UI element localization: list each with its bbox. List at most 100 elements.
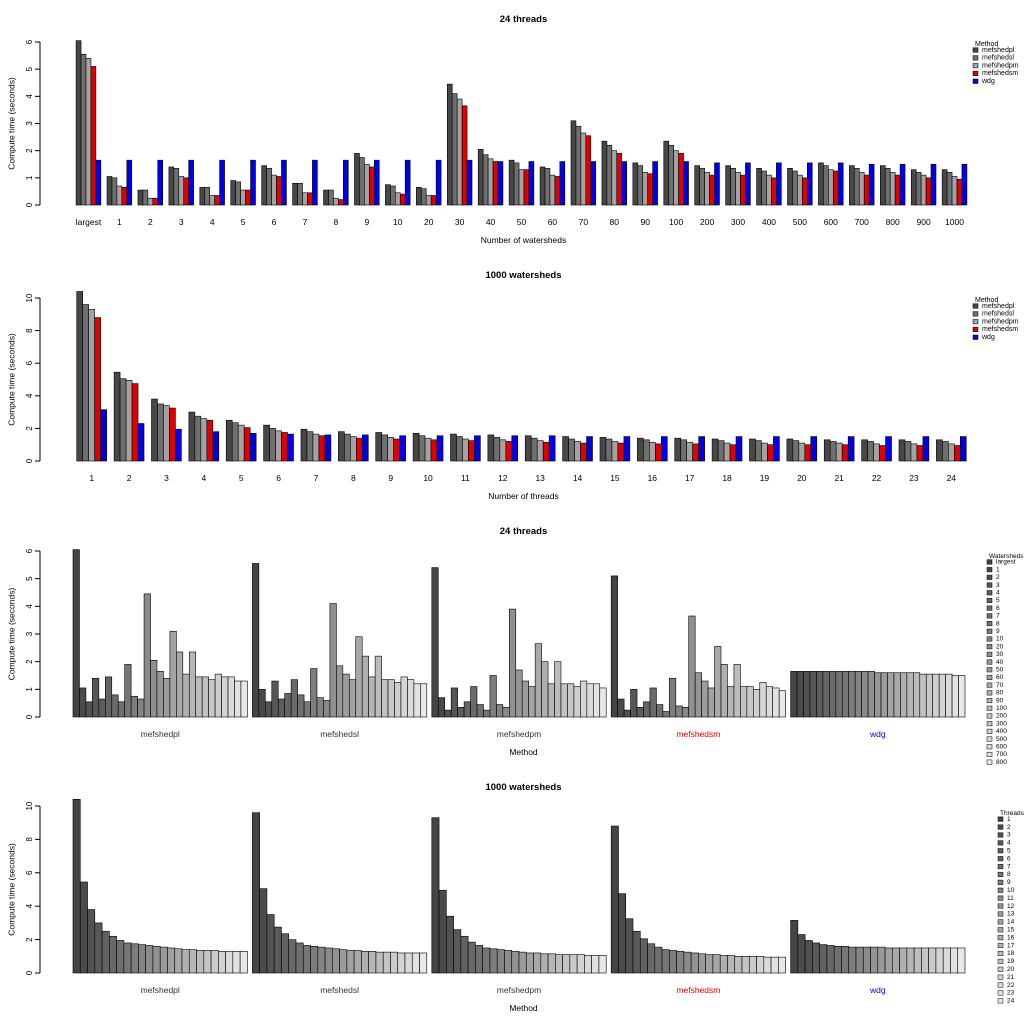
bar: [476, 704, 484, 718]
bar: [938, 673, 946, 718]
bar: [493, 437, 501, 462]
bar: [694, 165, 700, 206]
bar: [699, 168, 705, 206]
bar: [109, 935, 117, 974]
bar: [95, 159, 102, 206]
x-tick-label: 70: [579, 217, 589, 227]
x-tick-label: 10: [423, 473, 433, 483]
bar: [848, 671, 856, 718]
legend-label: 800: [996, 759, 1007, 766]
bar: [317, 946, 326, 974]
bar: [904, 441, 912, 462]
bar: [431, 817, 440, 974]
bar: [273, 926, 282, 974]
bar: [652, 161, 658, 206]
bar: [841, 671, 850, 718]
x-tick-label: 3: [179, 217, 184, 227]
y-tick-label: 10: [25, 293, 34, 302]
x-tick-label: 10: [393, 217, 403, 227]
y-tick-label: 3: [25, 121, 34, 126]
bar: [350, 436, 357, 462]
bar: [420, 188, 427, 206]
bar: [276, 176, 282, 206]
y-tick-label: 5: [25, 576, 34, 581]
x-tick-label: 60: [548, 217, 558, 227]
legend-label: 600: [996, 744, 1007, 751]
bar: [541, 661, 549, 718]
x-tick-label: 6: [272, 217, 277, 227]
bar: [385, 184, 391, 206]
bar: [411, 952, 420, 974]
bar: [756, 955, 765, 974]
x-tick-label: 9: [364, 217, 369, 227]
bar: [681, 707, 690, 718]
legend-swatch: [986, 567, 993, 573]
x-tick-label: 2: [127, 473, 132, 483]
bar: [167, 947, 176, 974]
bar: [616, 153, 623, 206]
x-tick-label: 30: [455, 217, 465, 227]
bar: [580, 132, 587, 206]
y-tick-label: 6: [25, 548, 34, 553]
bar: [281, 933, 290, 974]
legend-label: wdg: [981, 334, 995, 341]
legend-label: 23: [1007, 990, 1015, 997]
x-tick-label: 90: [640, 217, 650, 227]
legend-label: mefshedpl: [982, 47, 1015, 54]
x-tick-label: 8: [334, 217, 339, 227]
legend-label: 8: [996, 620, 1000, 627]
x-tick-label: mefshedsl: [320, 729, 359, 739]
bar: [906, 672, 914, 718]
bar: [568, 438, 575, 462]
x-tick-label: 1000: [945, 217, 964, 227]
legend-label: 13: [1007, 911, 1015, 918]
x-tick-label: 900: [917, 217, 931, 227]
bar: [819, 944, 828, 974]
x-tick-label: largest: [76, 217, 102, 227]
bar: [623, 436, 631, 462]
legend-swatch: [972, 319, 979, 325]
bar: [719, 955, 728, 974]
x-tick-label: 9: [388, 473, 393, 483]
bar: [354, 153, 360, 206]
bar: [528, 686, 536, 718]
legend-swatch: [986, 751, 993, 757]
bar: [219, 159, 225, 206]
x-tick-label: mefshedpl: [141, 729, 180, 739]
legend-swatch: [997, 824, 1004, 830]
bar: [482, 154, 489, 206]
bar: [456, 436, 463, 462]
bar: [932, 673, 940, 718]
bar: [958, 675, 966, 718]
bar: [355, 636, 363, 718]
legend-label: 9: [996, 628, 1000, 635]
bar: [212, 431, 220, 462]
bar: [889, 172, 896, 206]
bar: [450, 433, 457, 462]
bar: [654, 946, 663, 974]
bar: [404, 952, 413, 974]
legend-swatch: [997, 911, 1004, 917]
legend-label: 7: [1007, 863, 1011, 870]
bar: [199, 187, 206, 206]
bar: [504, 950, 513, 974]
bar: [835, 442, 843, 462]
bar: [833, 945, 842, 974]
bar: [826, 945, 835, 974]
legend-label: 5: [996, 597, 1000, 604]
x-tick-label: 3: [164, 473, 169, 483]
bar: [771, 177, 777, 206]
bar: [823, 439, 831, 462]
bar: [649, 441, 656, 462]
bar: [157, 159, 164, 206]
y-tick-label: 2: [25, 659, 34, 664]
bar: [858, 172, 865, 206]
y-tick-label: 0: [25, 714, 34, 719]
bar: [124, 664, 132, 718]
bar: [610, 575, 618, 718]
bar: [547, 953, 556, 974]
legend-label: 16: [1007, 934, 1015, 941]
x-tick-label: mefshedpm: [497, 729, 541, 739]
bar: [72, 549, 80, 718]
y-tick-label: 6: [25, 870, 34, 875]
